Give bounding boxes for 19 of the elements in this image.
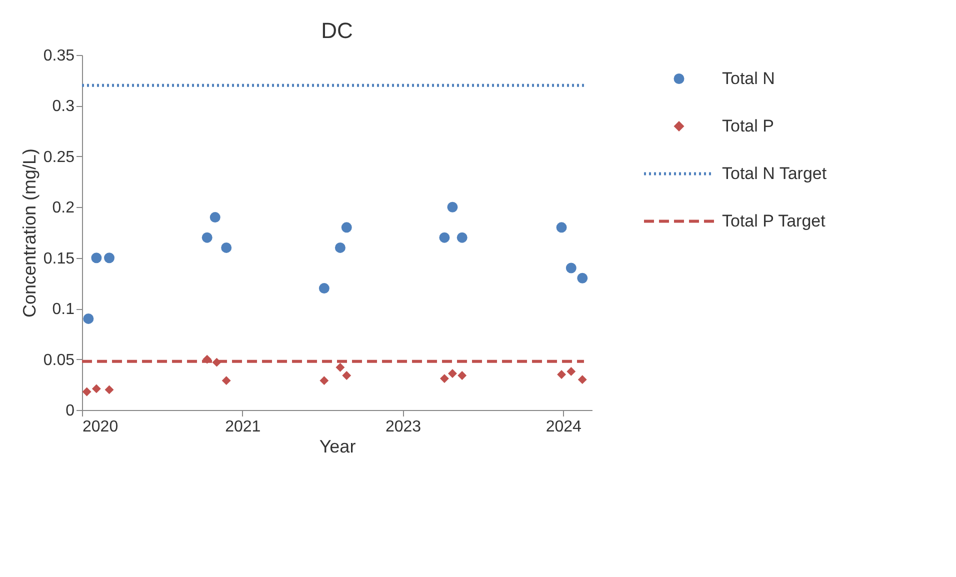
y-tick-label: 0.15 — [43, 250, 75, 268]
y-tick-label: 0.05 — [43, 352, 75, 369]
y-tick-label: 0 — [66, 402, 75, 420]
y-axis-title: Concentration (mg/L) — [19, 148, 40, 318]
y-tick-label: 0.35 — [43, 48, 75, 64]
y-tick-label: 0.25 — [43, 148, 75, 166]
y-tick-label: 0.1 — [52, 301, 75, 318]
legend-label: Total P — [722, 116, 774, 136]
x-tick-label: 2020 — [82, 418, 118, 436]
legend-label: Total P Target — [722, 211, 826, 230]
x-axis-title: Year — [319, 436, 356, 456]
x-tick-label: 2023 — [385, 418, 422, 436]
y-tick-label: 0.2 — [52, 200, 75, 217]
legend-label: Total N Target — [722, 164, 827, 183]
legend-label: Total N — [722, 68, 775, 88]
x-tick-label: 2024 — [546, 418, 582, 436]
y-tick-label: 0.3 — [52, 98, 75, 116]
chart-title: DC — [321, 18, 353, 43]
x-tick-label: 2021 — [225, 418, 261, 436]
